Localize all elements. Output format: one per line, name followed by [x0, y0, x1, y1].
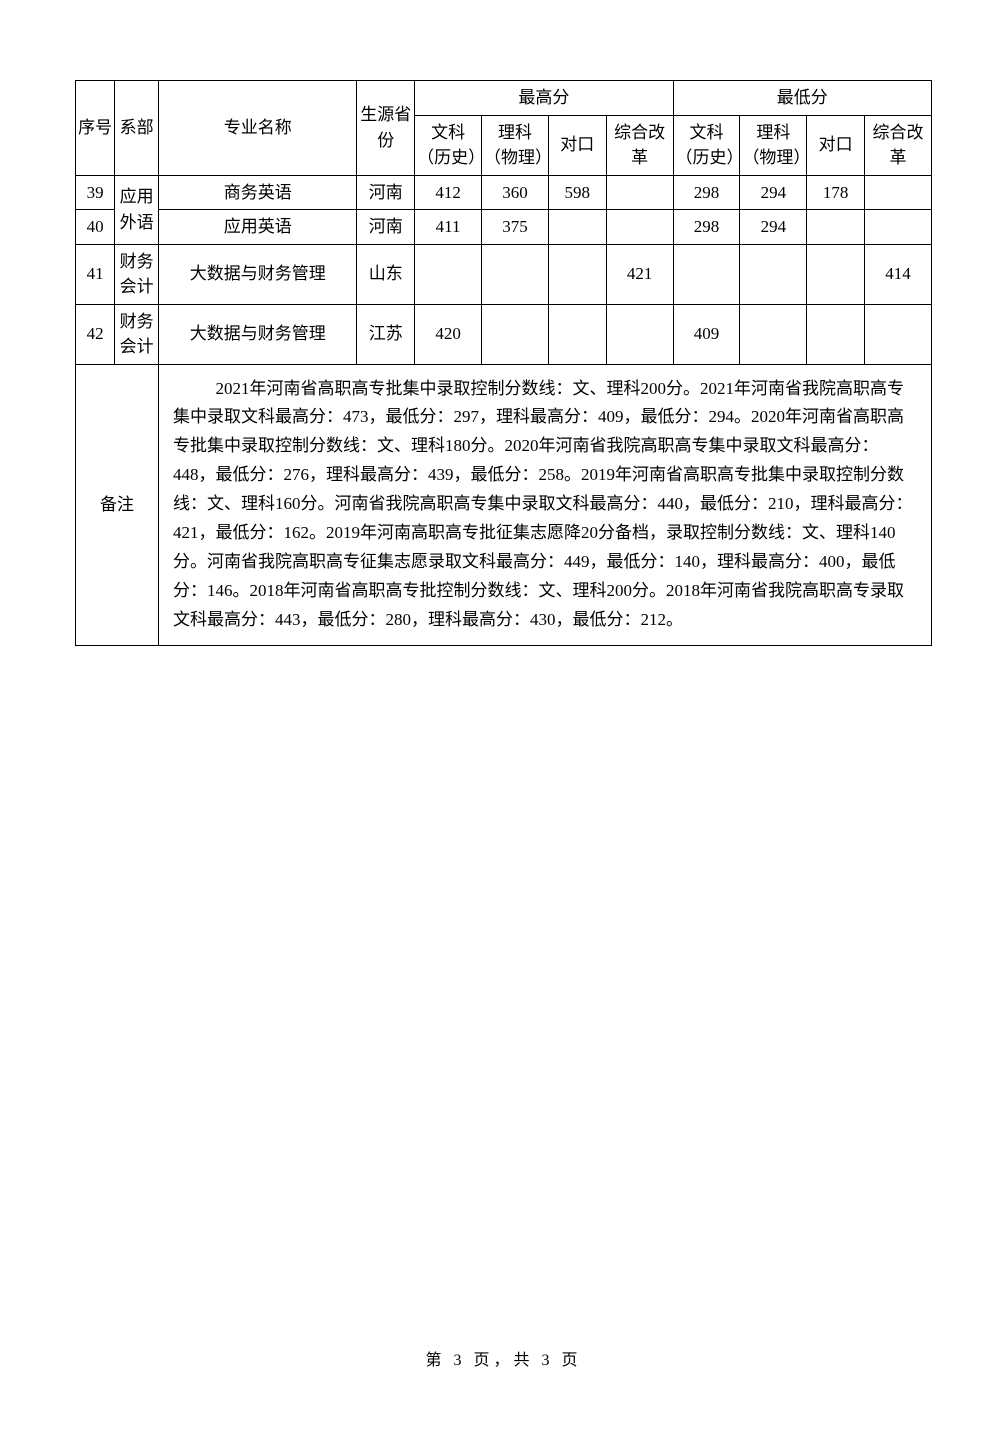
table-row: 39 应用外语 商务英语 河南 412 360 598 298 294 178: [76, 175, 932, 210]
cell-min-sci: [740, 304, 807, 364]
cell-major: 商务英语: [159, 175, 357, 210]
header-prov: 生源省份: [357, 81, 415, 176]
cell-min-sci: 294: [740, 175, 807, 210]
header-max-duikou: 对口: [548, 115, 606, 175]
cell-dept: 财务会计: [115, 244, 159, 304]
cell-max-lib: 411: [415, 210, 482, 245]
header-min-reform: 综合改革: [865, 115, 932, 175]
header-row-1: 序号 系部 专业名称 生源省份 最高分 最低分: [76, 81, 932, 116]
cell-max-rf: 421: [606, 244, 673, 304]
cell-min-lib: 409: [673, 304, 740, 364]
cell-max-lib: 412: [415, 175, 482, 210]
cell-min-rf: 414: [865, 244, 932, 304]
notes-label: 备注: [76, 364, 159, 645]
cell-max-lib: [415, 244, 482, 304]
header-max-science: 理科（物理）: [482, 115, 549, 175]
cell-seq: 42: [76, 304, 115, 364]
header-min-duikou: 对口: [807, 115, 865, 175]
header-min-science: 理科（物理）: [740, 115, 807, 175]
header-max-liberal: 文科（历史）: [415, 115, 482, 175]
cell-max-sci: [482, 304, 549, 364]
cell-max-sci: 375: [482, 210, 549, 245]
cell-max-rf: [606, 175, 673, 210]
cell-min-rf: [865, 175, 932, 210]
cell-min-sci: [740, 244, 807, 304]
header-dept: 系部: [115, 81, 159, 176]
cell-min-lib: 298: [673, 175, 740, 210]
cell-seq: 41: [76, 244, 115, 304]
cell-max-sci: 360: [482, 175, 549, 210]
cell-min-dk: 178: [807, 175, 865, 210]
header-max-reform: 综合改革: [606, 115, 673, 175]
cell-max-lib: 420: [415, 304, 482, 364]
cell-dept: 应用外语: [115, 175, 159, 244]
table-body: 39 应用外语 商务英语 河南 412 360 598 298 294 178 …: [76, 175, 932, 645]
notes-row: 备注 2021年河南省高职高专批集中录取控制分数线：文、理科200分。2021年…: [76, 364, 932, 645]
header-max: 最高分: [415, 81, 673, 116]
cell-min-dk: [807, 244, 865, 304]
cell-prov: 江苏: [357, 304, 415, 364]
cell-prov: 河南: [357, 210, 415, 245]
notes-text: 2021年河南省高职高专批集中录取控制分数线：文、理科200分。2021年河南省…: [159, 364, 932, 645]
cell-seq: 39: [76, 175, 115, 210]
cell-min-rf: [865, 304, 932, 364]
cell-max-dk: [548, 244, 606, 304]
header-min-liberal: 文科（历史）: [673, 115, 740, 175]
cell-min-dk: [807, 304, 865, 364]
table-header: 序号 系部 专业名称 生源省份 最高分 最低分 文科（历史） 理科（物理） 对口…: [76, 81, 932, 176]
header-seq: 序号: [76, 81, 115, 176]
cell-major: 大数据与财务管理: [159, 304, 357, 364]
cell-min-sci: 294: [740, 210, 807, 245]
table-row: 40 应用英语 河南 411 375 298 294: [76, 210, 932, 245]
cell-major: 应用英语: [159, 210, 357, 245]
table-row: 41 财务会计 大数据与财务管理 山东 421 414: [76, 244, 932, 304]
cell-min-dk: [807, 210, 865, 245]
cell-max-dk: 598: [548, 175, 606, 210]
cell-max-sci: [482, 244, 549, 304]
cell-major: 大数据与财务管理: [159, 244, 357, 304]
document-page: 序号 系部 专业名称 生源省份 最高分 最低分 文科（历史） 理科（物理） 对口…: [0, 0, 1007, 1430]
cell-max-rf: [606, 304, 673, 364]
cell-prov: 河南: [357, 175, 415, 210]
page-footer: 第 3 页，共 3 页: [0, 1346, 1007, 1370]
cell-min-lib: 298: [673, 210, 740, 245]
header-major: 专业名称: [159, 81, 357, 176]
cell-max-dk: [548, 210, 606, 245]
cell-min-rf: [865, 210, 932, 245]
cell-seq: 40: [76, 210, 115, 245]
score-table: 序号 系部 专业名称 生源省份 最高分 最低分 文科（历史） 理科（物理） 对口…: [75, 80, 932, 646]
cell-prov: 山东: [357, 244, 415, 304]
cell-dept: 财务会计: [115, 304, 159, 364]
header-min: 最低分: [673, 81, 931, 116]
cell-min-lib: [673, 244, 740, 304]
cell-max-rf: [606, 210, 673, 245]
table-row: 42 财务会计 大数据与财务管理 江苏 420 409: [76, 304, 932, 364]
cell-max-dk: [548, 304, 606, 364]
